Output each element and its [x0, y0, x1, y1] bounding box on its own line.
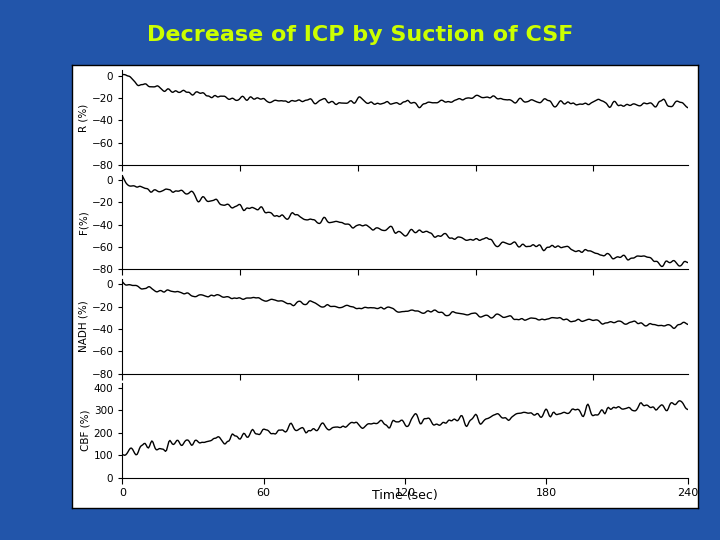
- Text: Decrease of ICP by Suction of CSF: Decrease of ICP by Suction of CSF: [147, 25, 573, 45]
- Y-axis label: R (%): R (%): [78, 103, 89, 132]
- Y-axis label: NADH (%): NADH (%): [78, 300, 89, 352]
- Text: Time (sec): Time (sec): [372, 489, 438, 502]
- Y-axis label: CBF (%): CBF (%): [81, 410, 91, 451]
- Y-axis label: F(%): F(%): [78, 210, 89, 234]
